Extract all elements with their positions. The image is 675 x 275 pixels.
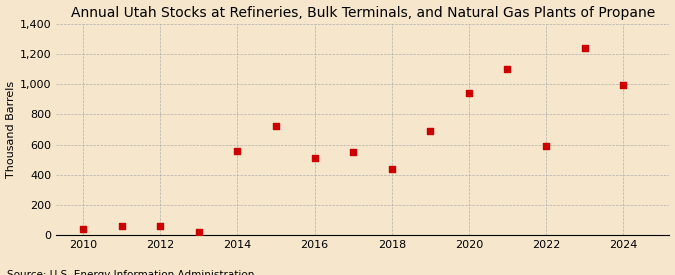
Point bbox=[194, 230, 205, 235]
Point bbox=[155, 224, 166, 229]
Point bbox=[386, 167, 397, 171]
Point bbox=[618, 82, 628, 87]
Point bbox=[579, 45, 590, 50]
Title: Annual Utah Stocks at Refineries, Bulk Terminals, and Natural Gas Plants of Prop: Annual Utah Stocks at Refineries, Bulk T… bbox=[71, 6, 655, 20]
Point bbox=[271, 124, 281, 129]
Point bbox=[348, 150, 358, 154]
Point bbox=[541, 144, 551, 148]
Point bbox=[309, 156, 320, 160]
Point bbox=[464, 91, 475, 95]
Point bbox=[425, 129, 436, 133]
Point bbox=[78, 227, 88, 232]
Text: Source: U.S. Energy Information Administration: Source: U.S. Energy Information Administ… bbox=[7, 271, 254, 275]
Point bbox=[502, 67, 513, 71]
Point bbox=[232, 148, 243, 153]
Y-axis label: Thousand Barrels: Thousand Barrels bbox=[5, 81, 16, 178]
Point bbox=[116, 224, 127, 229]
